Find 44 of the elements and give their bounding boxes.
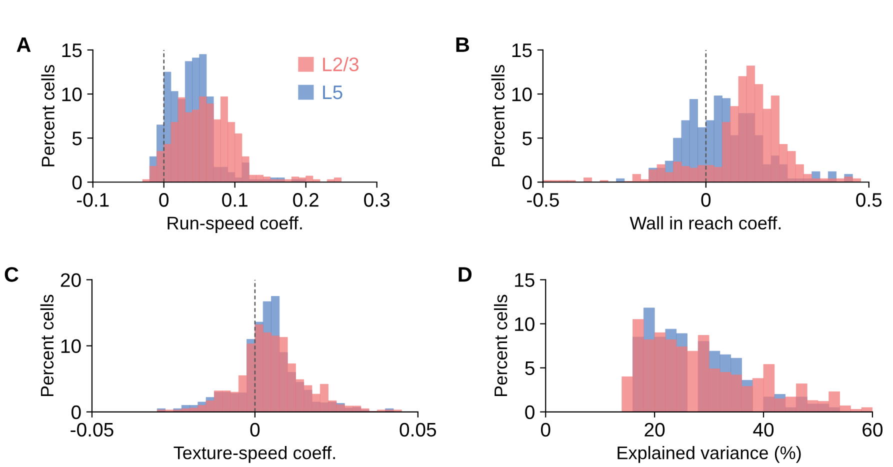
- x-tick-label: 0: [250, 422, 260, 437]
- chart-title: C: [4, 267, 18, 282]
- y-tick-label: 5: [522, 132, 532, 146]
- y-tick-label: 0: [72, 405, 81, 420]
- x-tick-label: 0: [159, 193, 169, 207]
- y-tick-label: 10: [62, 87, 82, 102]
- y-tick-label: 10: [512, 87, 532, 102]
- chart-title: D: [458, 267, 472, 282]
- x-axis-title: Wall in reach coeff.: [630, 216, 781, 230]
- y-tick-label: 15: [515, 273, 534, 287]
- y-tick-label: 20: [60, 273, 81, 287]
- x-tick-label: 0.05: [400, 422, 436, 437]
- x-axis-title: Explained variance (%): [618, 446, 801, 463]
- x-tick-label: 40: [753, 422, 774, 437]
- x-tick-label: 0.5: [856, 193, 882, 207]
- y-tick-label: 0: [522, 176, 532, 190]
- y-tick-label: 15: [62, 44, 82, 58]
- y-tick-label: 0: [72, 176, 82, 190]
- x-axis-title: Texture-speed coeff.: [174, 446, 335, 463]
- y-axis-title: Percent cells: [491, 65, 505, 166]
- x-tick-label: 0: [540, 422, 550, 437]
- y-tick-label: 10: [515, 317, 534, 332]
- y-tick-label: 5: [525, 362, 534, 376]
- y-tick-label: 5: [72, 132, 82, 146]
- chart-title: B: [456, 38, 470, 52]
- y-axis-title: Percent cells: [40, 294, 54, 396]
- x-tick-label: -0.5: [527, 193, 559, 207]
- x-tick-label: 0.1: [222, 193, 248, 207]
- x-axis-title: Run-speed coeff.: [168, 216, 302, 234]
- x-tick-label: 0.2: [293, 193, 318, 207]
- chart-title: A: [16, 38, 31, 52]
- x-tick-label: 0.3: [364, 193, 390, 207]
- y-axis-title: Percent cells: [494, 294, 508, 396]
- legend-label: L2/3: [323, 57, 358, 72]
- y-tick-label: 0: [525, 405, 534, 420]
- y-tick-label: 10: [61, 339, 81, 354]
- x-tick-label: -0.1: [76, 193, 109, 207]
- x-tick-label: 20: [644, 422, 665, 437]
- x-tick-label: -0.05: [70, 422, 114, 437]
- y-tick-label: 15: [512, 44, 532, 58]
- legend-label: L5: [323, 86, 342, 100]
- x-tick-label: 0: [701, 193, 711, 207]
- x-tick-label: 60: [862, 422, 883, 437]
- y-axis-title: Percent cells: [41, 65, 54, 166]
